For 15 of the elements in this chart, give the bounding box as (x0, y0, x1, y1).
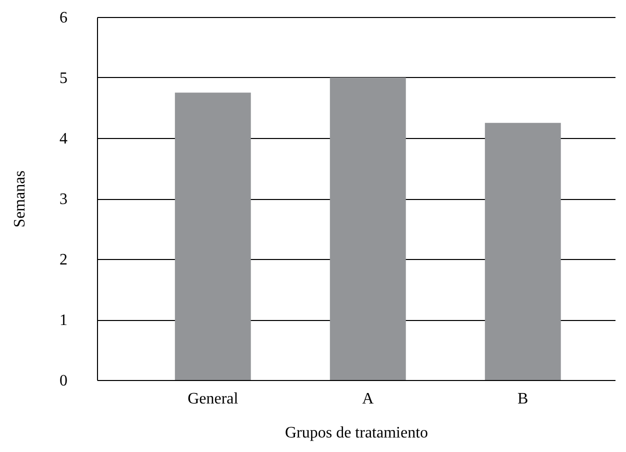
y-tick-label: 3 (60, 191, 68, 208)
y-tick-label: 0 (60, 372, 68, 390)
x-tick-label: B (518, 390, 528, 408)
bar (174, 92, 251, 380)
bar (330, 78, 406, 380)
x-tick-label: A (362, 390, 374, 408)
x-tick-label: General (188, 390, 239, 408)
bar (484, 122, 561, 380)
y-tick-label: 6 (60, 10, 68, 26)
x-axis-title: Grupos de tratamiento (284, 424, 428, 442)
y-tick-label: 1 (60, 312, 68, 329)
y-axis-title: Semanas (12, 170, 28, 228)
y-tick-label: 2 (60, 252, 68, 268)
y-tick-label: 4 (60, 130, 68, 148)
y-tick-label: 5 (60, 70, 68, 87)
